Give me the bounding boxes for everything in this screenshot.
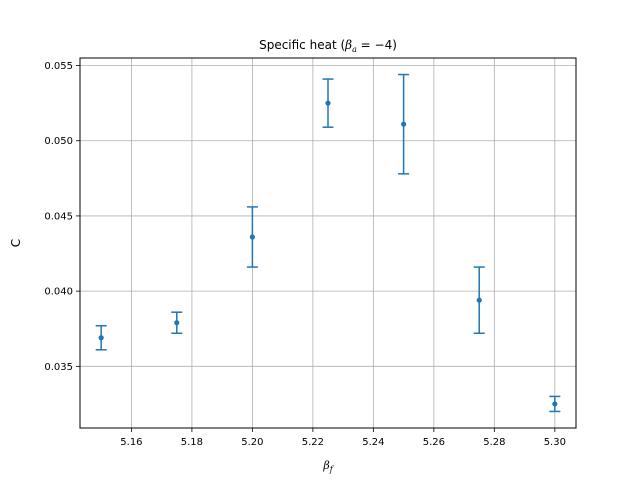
data-point (549, 395, 561, 413)
data-point (398, 73, 410, 175)
y-tick-label: 0.050 (44, 136, 73, 147)
data-point (171, 311, 183, 334)
x-tick-label: 5.30 (544, 437, 566, 448)
data-marker (98, 335, 104, 341)
y-tick-label: 0.040 (44, 287, 73, 298)
data-marker (401, 121, 407, 127)
x-tick-label: 5.18 (181, 437, 203, 448)
y-tick-label: 0.045 (44, 211, 73, 222)
data-marker (174, 320, 180, 326)
data-marker (552, 401, 558, 407)
chart-title: Specific heat (βa = −4) (259, 38, 397, 54)
y-axis-label: C (9, 239, 23, 247)
data-marker (325, 100, 331, 106)
y-tick-label: 0.055 (44, 61, 73, 72)
data-point (473, 266, 485, 334)
x-axis-label: βf (322, 459, 334, 474)
x-tick-label: 5.16 (120, 437, 142, 448)
x-tick-label: 5.22 (302, 437, 324, 448)
y-tick-label: 0.035 (44, 362, 73, 373)
data-points (95, 73, 561, 413)
x-tick-label: 5.20 (241, 437, 263, 448)
x-tick-label: 5.24 (362, 437, 384, 448)
data-marker (476, 297, 482, 303)
data-point (322, 78, 334, 128)
plot-frame (79, 57, 577, 429)
data-point (246, 206, 258, 268)
data-marker (249, 234, 255, 240)
data-point (95, 324, 107, 351)
axis-ticks: 5.16 5.18 5.20 5.22 5.24 5.26 5.28 5.30 0.035 0.0… (44, 61, 566, 448)
x-tick-label: 5.26 (423, 437, 445, 448)
x-tick-label: 5.28 (483, 437, 505, 448)
grid (80, 58, 576, 428)
